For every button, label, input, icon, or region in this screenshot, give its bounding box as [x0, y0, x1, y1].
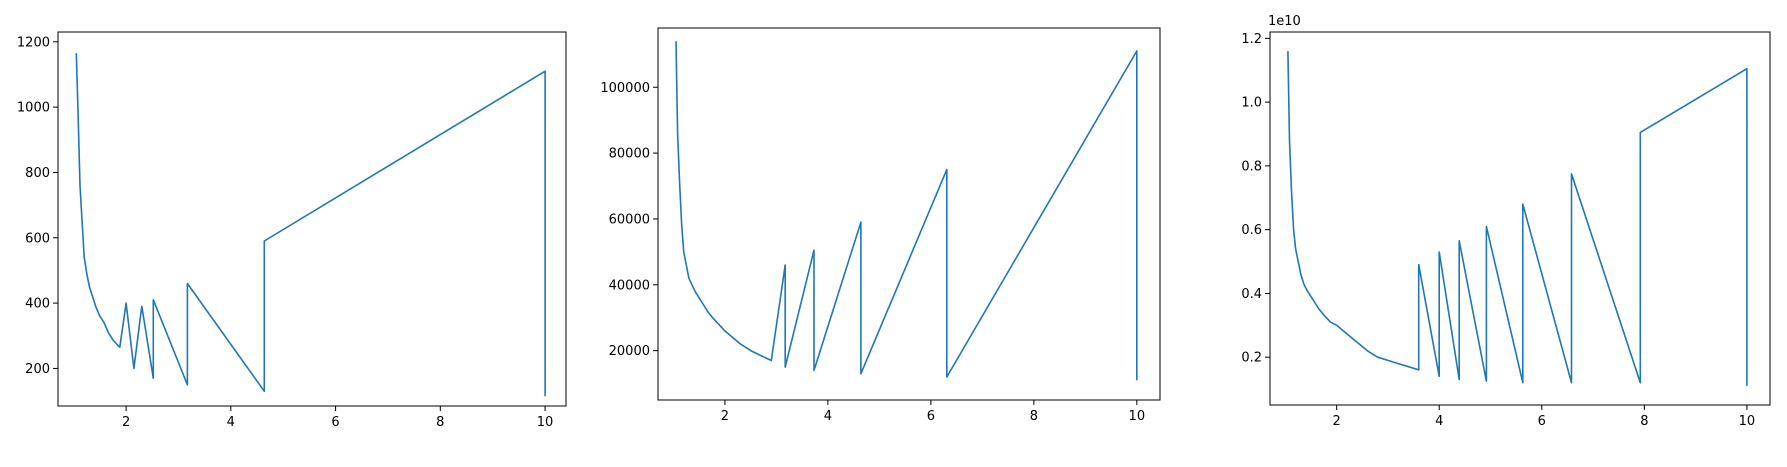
- x-tick-label: 6: [927, 409, 935, 424]
- y-tick-label: 0.6: [1241, 223, 1262, 238]
- y-tick-label: 80000: [609, 147, 650, 162]
- x-tick-label: 6: [1538, 414, 1546, 429]
- x-tick-label: 4: [1435, 414, 1443, 429]
- y-tick-label: 1.2: [1241, 32, 1262, 47]
- x-tick-label: 8: [1640, 414, 1648, 429]
- y-tick-label: 800: [25, 166, 50, 181]
- chart-panel-2: 2 4 6 8 10 20000 40000 60000 80000 100000: [600, 27, 1161, 424]
- plot-frame: [657, 27, 1161, 401]
- y-tick-label: 0.8: [1241, 159, 1262, 174]
- x-tick-label: 10: [537, 415, 554, 430]
- plot-frame: [57, 31, 567, 407]
- series-line: [75, 53, 546, 397]
- y-tick-label: 0.2: [1241, 351, 1262, 366]
- y-tick-label: 100000: [600, 81, 650, 96]
- y-tick-label: 400: [25, 297, 50, 312]
- x-tick-label: 4: [824, 409, 832, 424]
- y-tick-label: 1200: [17, 35, 50, 50]
- y-tick-label: 60000: [609, 212, 650, 227]
- y-tick-label: 40000: [609, 278, 650, 293]
- y-tick-label: 1.0: [1241, 96, 1262, 111]
- x-tick-label: 8: [436, 415, 444, 430]
- y-tick-label: 1000: [17, 101, 50, 116]
- x-tick-label: 8: [1030, 409, 1038, 424]
- x-tick-label: 2: [122, 415, 130, 430]
- x-tick-label: 4: [227, 415, 235, 430]
- series-line: [1287, 51, 1748, 386]
- chart-panel-3: 2 4 6 8 10 0.2 0.4 0.6 0.8 1.0 1.2 1e10: [1241, 14, 1771, 429]
- plot-frame: [1269, 31, 1771, 406]
- chart-panel-1: 2 4 6 8 10 200 400 600 800 1000 1200: [17, 31, 567, 430]
- x-tick-label: 10: [1129, 409, 1146, 424]
- y-tick-label: 20000: [609, 344, 650, 359]
- x-tick-label: 6: [331, 415, 339, 430]
- series-line: [675, 41, 1138, 381]
- y-tick-label: 0.4: [1241, 287, 1262, 302]
- y-offset-label: 1e10: [1268, 14, 1301, 29]
- y-tick-label: 200: [25, 362, 50, 377]
- y-tick-label: 600: [25, 231, 50, 246]
- x-tick-label: 10: [1739, 414, 1756, 429]
- x-tick-label: 2: [1333, 414, 1341, 429]
- x-tick-label: 2: [721, 409, 729, 424]
